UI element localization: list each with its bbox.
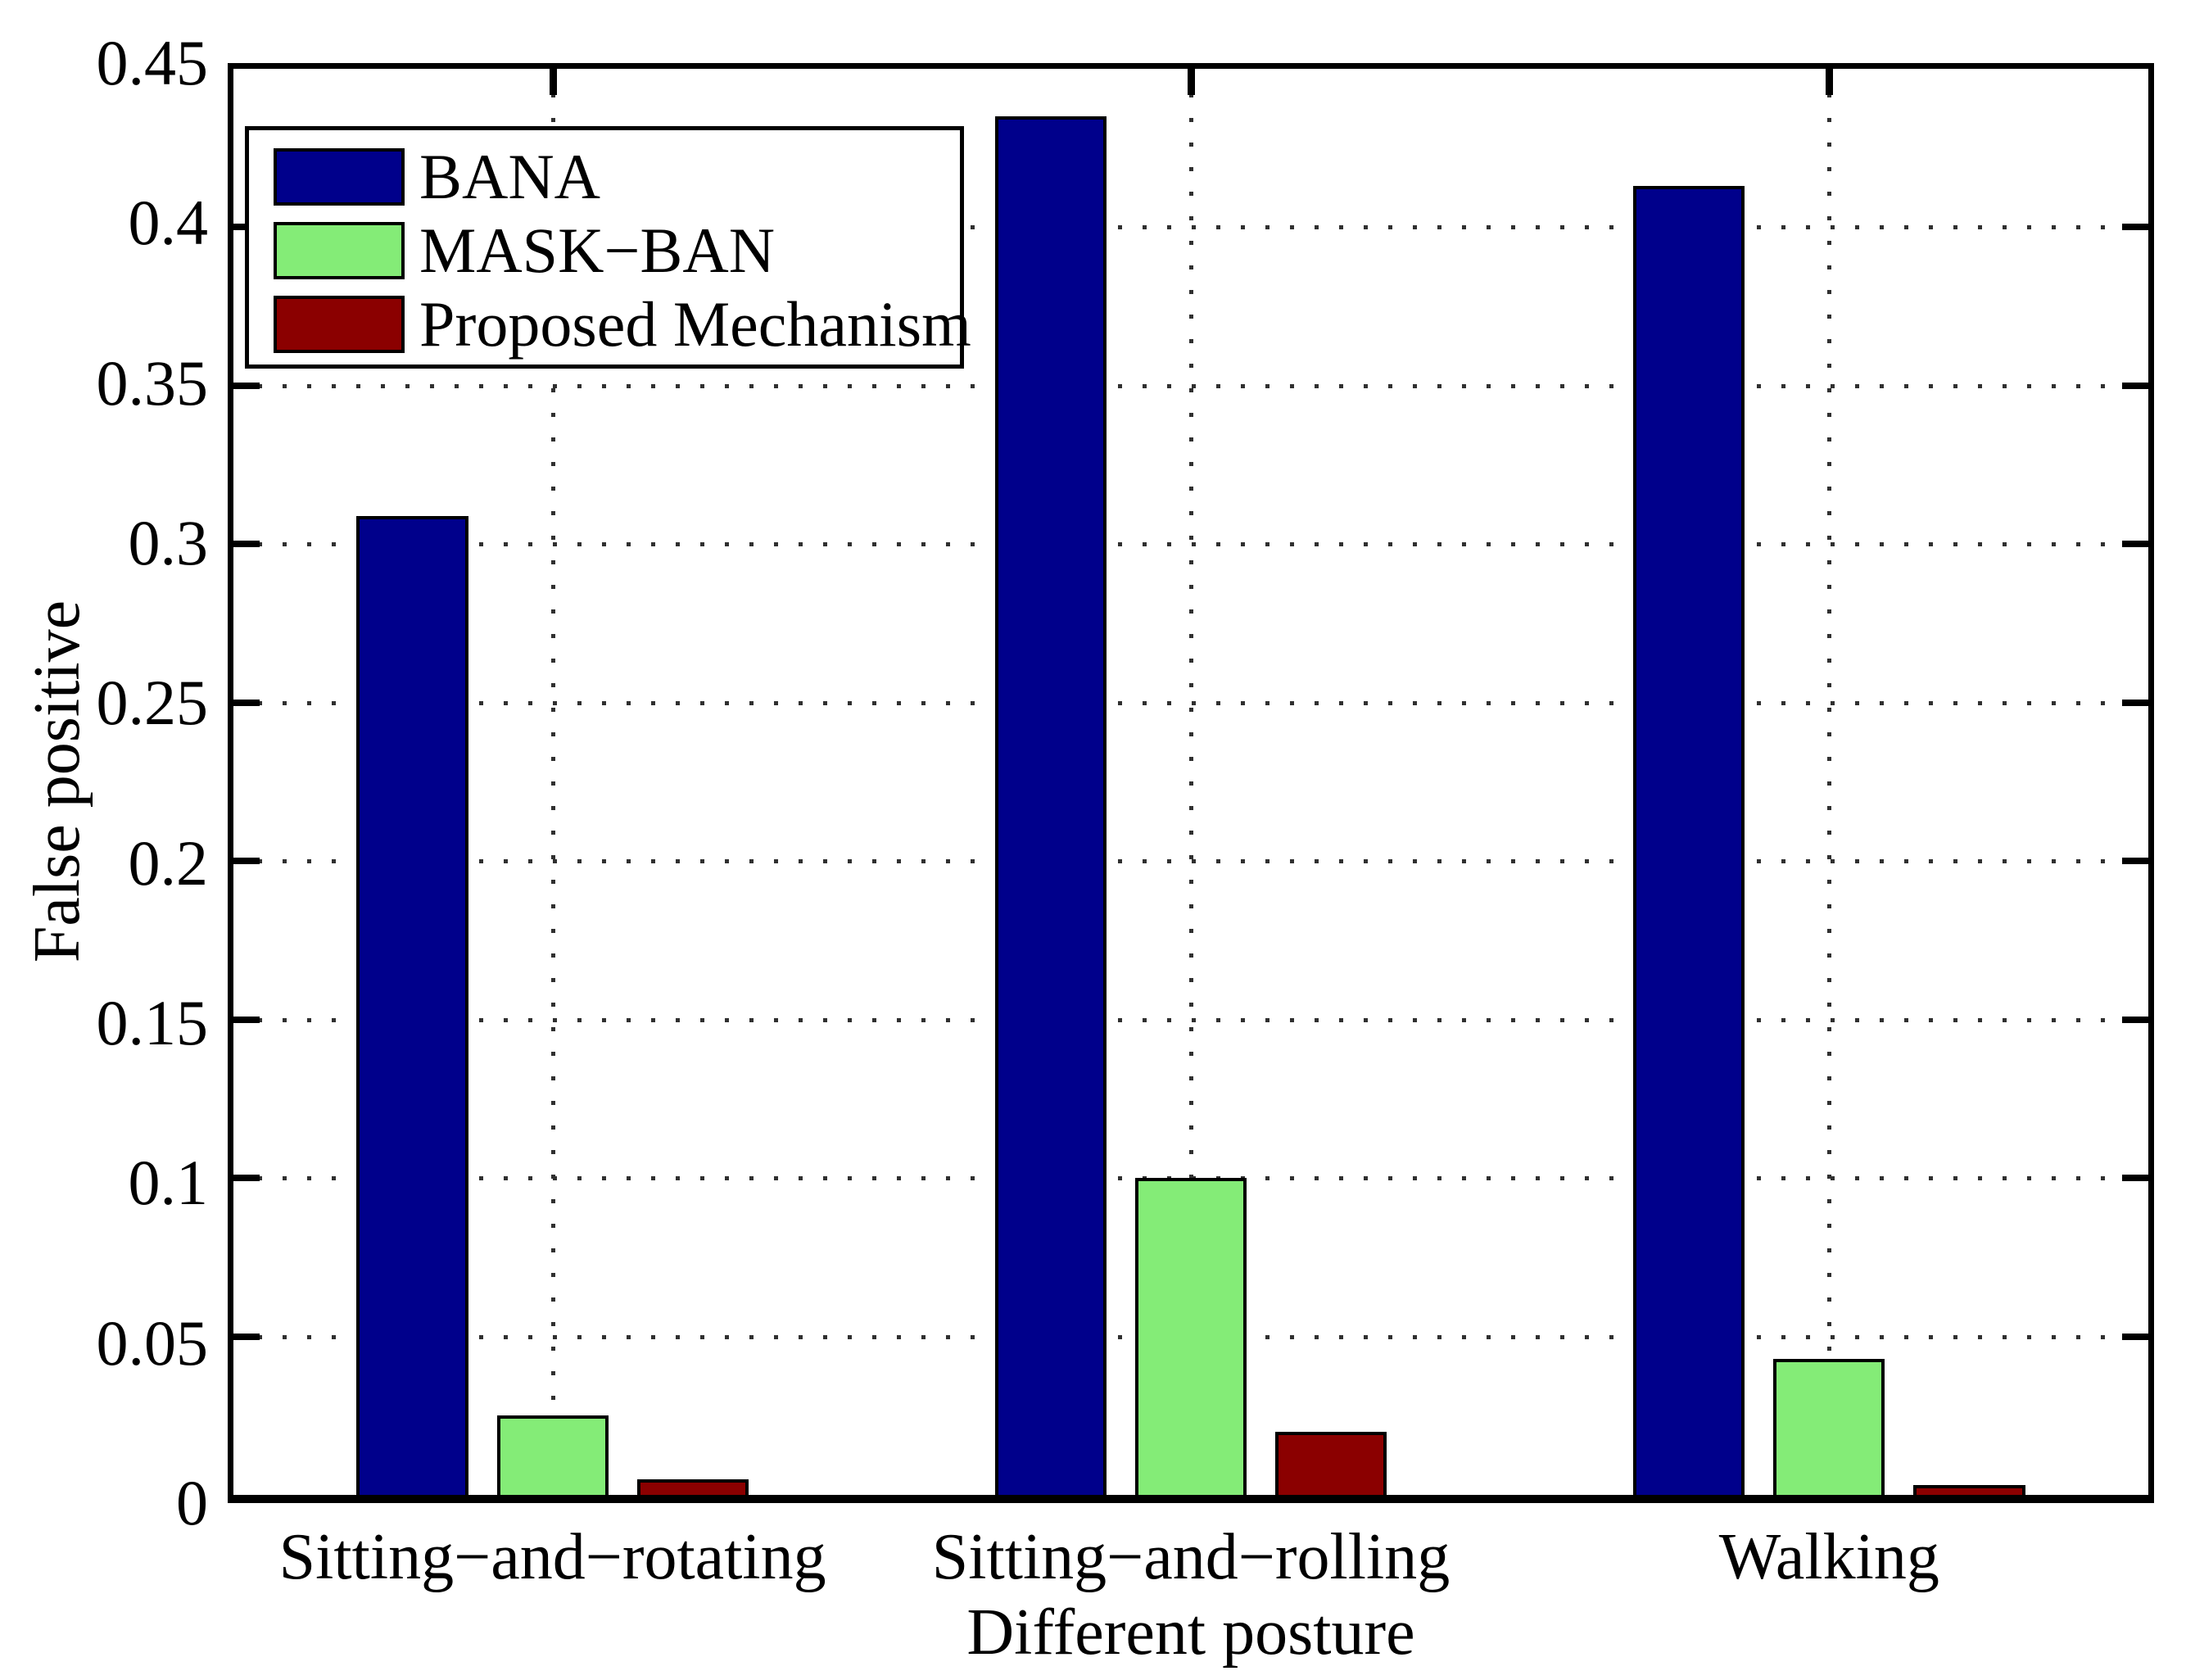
y-tick-label: 0 [176, 1467, 208, 1538]
x-tick-label: Sitting−and−rotating [278, 1521, 826, 1593]
bar-proposed-mechanism [1913, 1485, 2025, 1495]
bar-bana [994, 116, 1107, 1495]
bar-mask-ban [1773, 1358, 1885, 1495]
x-tick-label: Sitting−and−rolling [931, 1521, 1451, 1593]
x-tick-mark-top [549, 69, 557, 95]
bar-mask-ban [1134, 1178, 1247, 1495]
legend-label: MASK−BAN [419, 215, 776, 286]
y-tick-mark-right [2122, 699, 2148, 706]
y-tick-label: 0.15 [96, 987, 209, 1058]
bar-proposed-mechanism [1274, 1431, 1387, 1495]
y-tick-mark-left [233, 541, 260, 548]
legend-label: Proposed Mechanism [419, 288, 971, 360]
y-tick-mark-right [2122, 1175, 2148, 1182]
legend-label: BANA [419, 141, 601, 212]
legend-row: MASK−BAN [249, 214, 960, 288]
y-tick-label: 0.1 [128, 1147, 209, 1219]
x-gridline [1189, 69, 1193, 1495]
legend-swatch [274, 296, 405, 353]
y-tick-mark-left [233, 699, 260, 706]
y-tick-label: 0.05 [96, 1306, 209, 1379]
y-tick-mark-right [2122, 224, 2148, 231]
legend-swatch [274, 148, 405, 206]
plot-area [228, 63, 2154, 1503]
x-tick-mark-top [1188, 69, 1195, 95]
y-tick-mark-left [233, 1175, 260, 1182]
bar-bana [1633, 186, 1745, 1495]
y-tick-mark-right [2122, 1016, 2148, 1023]
legend-row: Proposed Mechanism [249, 288, 971, 361]
legend-swatch [274, 222, 405, 279]
bar-mask-ban [496, 1415, 609, 1495]
bar-proposed-mechanism [636, 1478, 749, 1495]
y-tick-label: 0.35 [96, 346, 209, 419]
y-tick-mark-left [233, 858, 260, 865]
y-tick-label: 0.45 [96, 27, 209, 98]
x-tick-label: Walking [1718, 1521, 1939, 1593]
x-axis-title: Different posture [966, 1596, 1415, 1669]
y-tick-label: 0.3 [128, 507, 209, 578]
bar-bana [356, 515, 468, 1495]
y-tick-mark-left [233, 382, 260, 389]
x-tick-mark-top [1826, 69, 1834, 95]
y-tick-label: 0.25 [96, 667, 209, 739]
y-tick-mark-right [2122, 858, 2148, 865]
y-tick-label: 0.4 [128, 187, 209, 259]
y-tick-label: 0.2 [128, 826, 209, 899]
y-tick-mark-left [233, 1016, 260, 1023]
legend-row: BANA [249, 140, 960, 214]
x-gridline [550, 69, 555, 1495]
y-tick-mark-right [2122, 1333, 2148, 1340]
y-tick-mark-left [233, 1333, 260, 1340]
y-tick-mark-right [2122, 382, 2148, 389]
x-gridline [1827, 69, 1832, 1495]
y-tick-mark-right [2122, 541, 2148, 548]
legend: BANA MASK−BAN Proposed Mechanism [245, 126, 971, 369]
